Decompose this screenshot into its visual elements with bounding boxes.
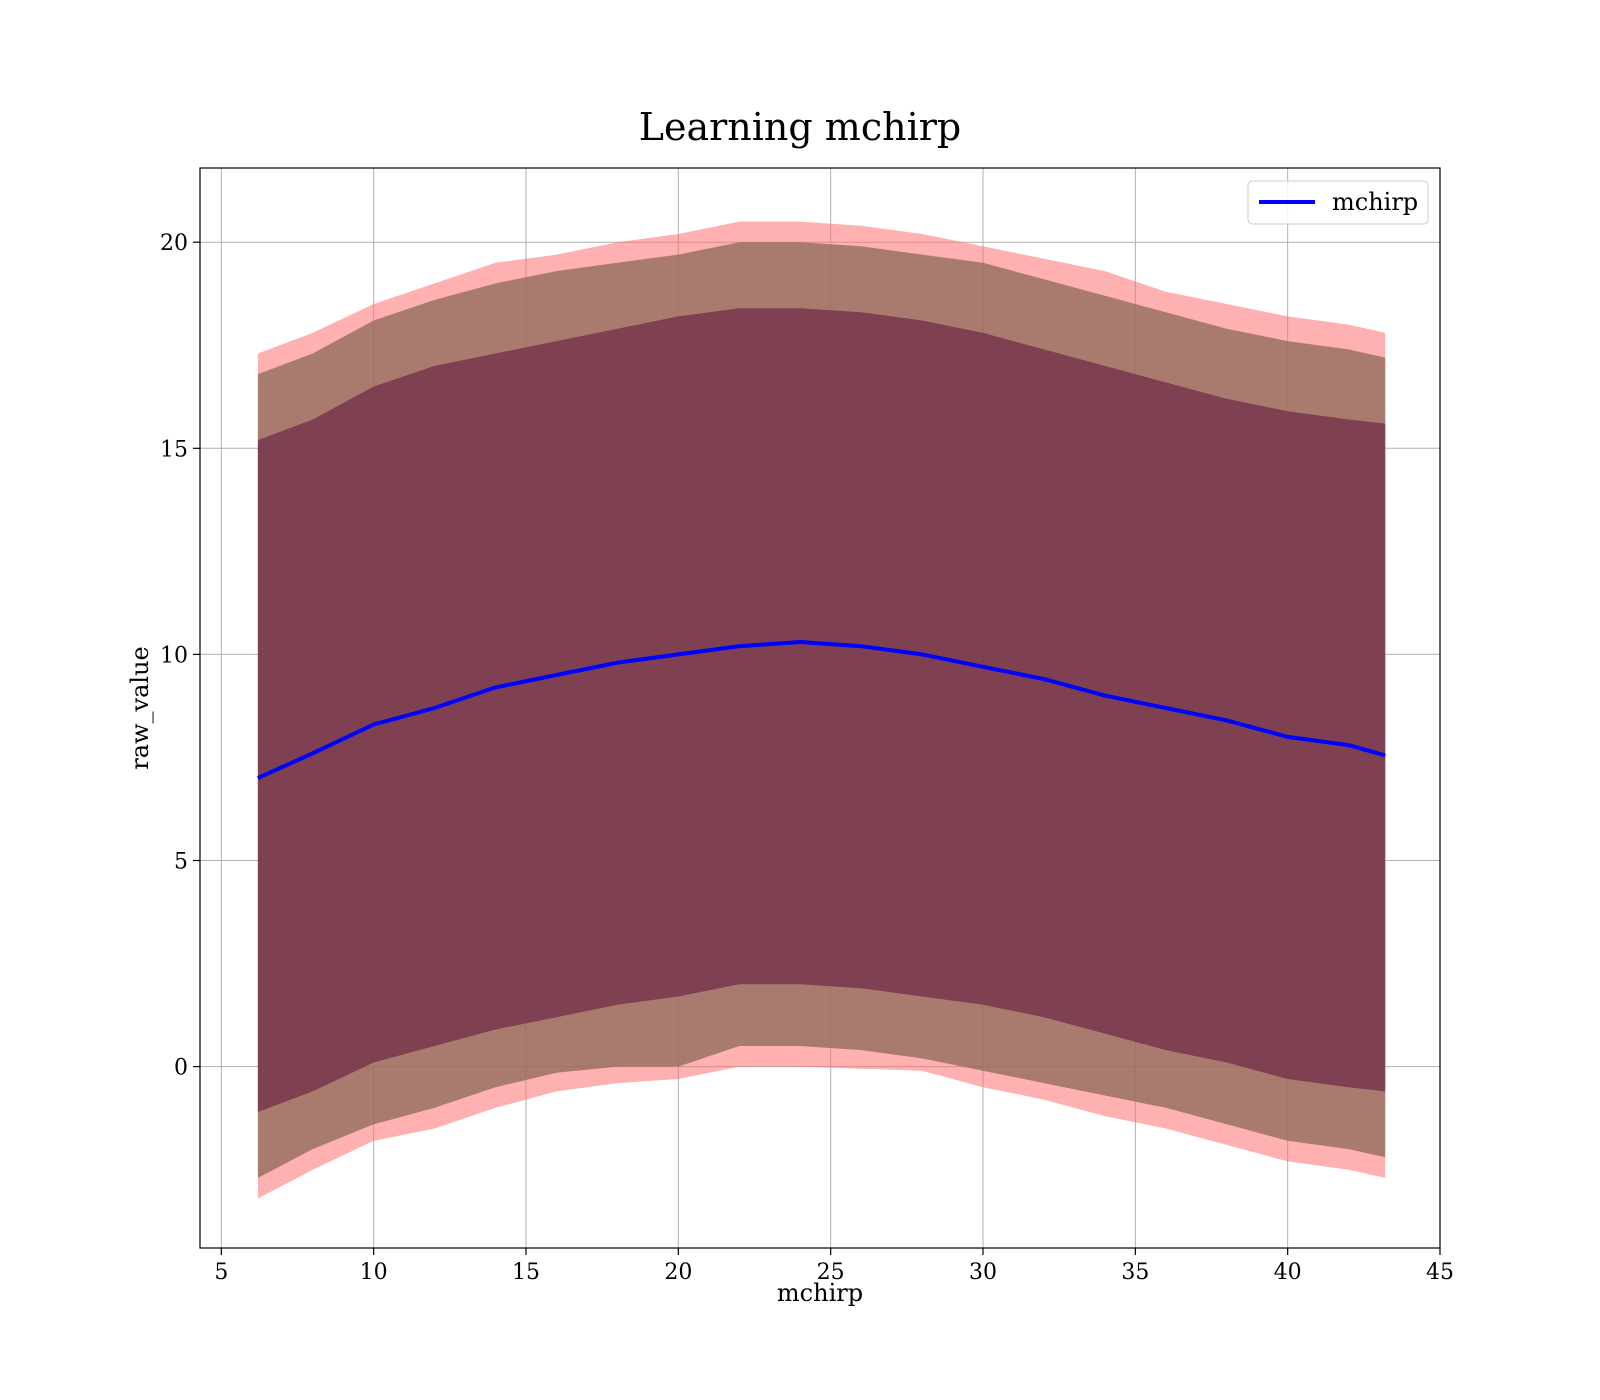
series-lines: [257, 640, 1386, 780]
x-tick-label: 35: [1121, 1260, 1149, 1285]
confidence-bands: [257, 221, 1386, 1199]
y-tick-label: 0: [174, 1056, 188, 1081]
band-inner: [257, 308, 1386, 1112]
legend: mchirp: [1247, 180, 1429, 225]
axis-ticks: 5 10 15 20 25 30 35 40 45 0 5 10 15 20: [160, 231, 1454, 1285]
x-tick-label: 5: [214, 1260, 228, 1285]
y-tick-label: 10: [160, 643, 188, 668]
y-tick-label: 15: [160, 437, 188, 462]
x-tick-label: 45: [1426, 1260, 1454, 1285]
x-axis-label: mchirp: [777, 1279, 863, 1307]
y-axis-label: raw_value: [126, 646, 154, 770]
chart-title: Learning mchirp: [639, 105, 961, 149]
y-tick-label: 5: [174, 850, 188, 875]
legend-label: mchirp: [1332, 188, 1418, 216]
x-tick-label: 40: [1274, 1260, 1302, 1285]
x-tick-label: 20: [664, 1260, 692, 1285]
x-tick-label: 30: [969, 1260, 997, 1285]
x-tick-label: 15: [512, 1260, 540, 1285]
series-line-mchirp: [257, 640, 1386, 780]
x-tick-label: 25: [817, 1260, 845, 1285]
x-tick-label: 10: [360, 1260, 388, 1285]
legend-box: [1247, 180, 1429, 225]
plot-frame: [199, 167, 1441, 1249]
y-tick-label: 20: [160, 231, 188, 256]
